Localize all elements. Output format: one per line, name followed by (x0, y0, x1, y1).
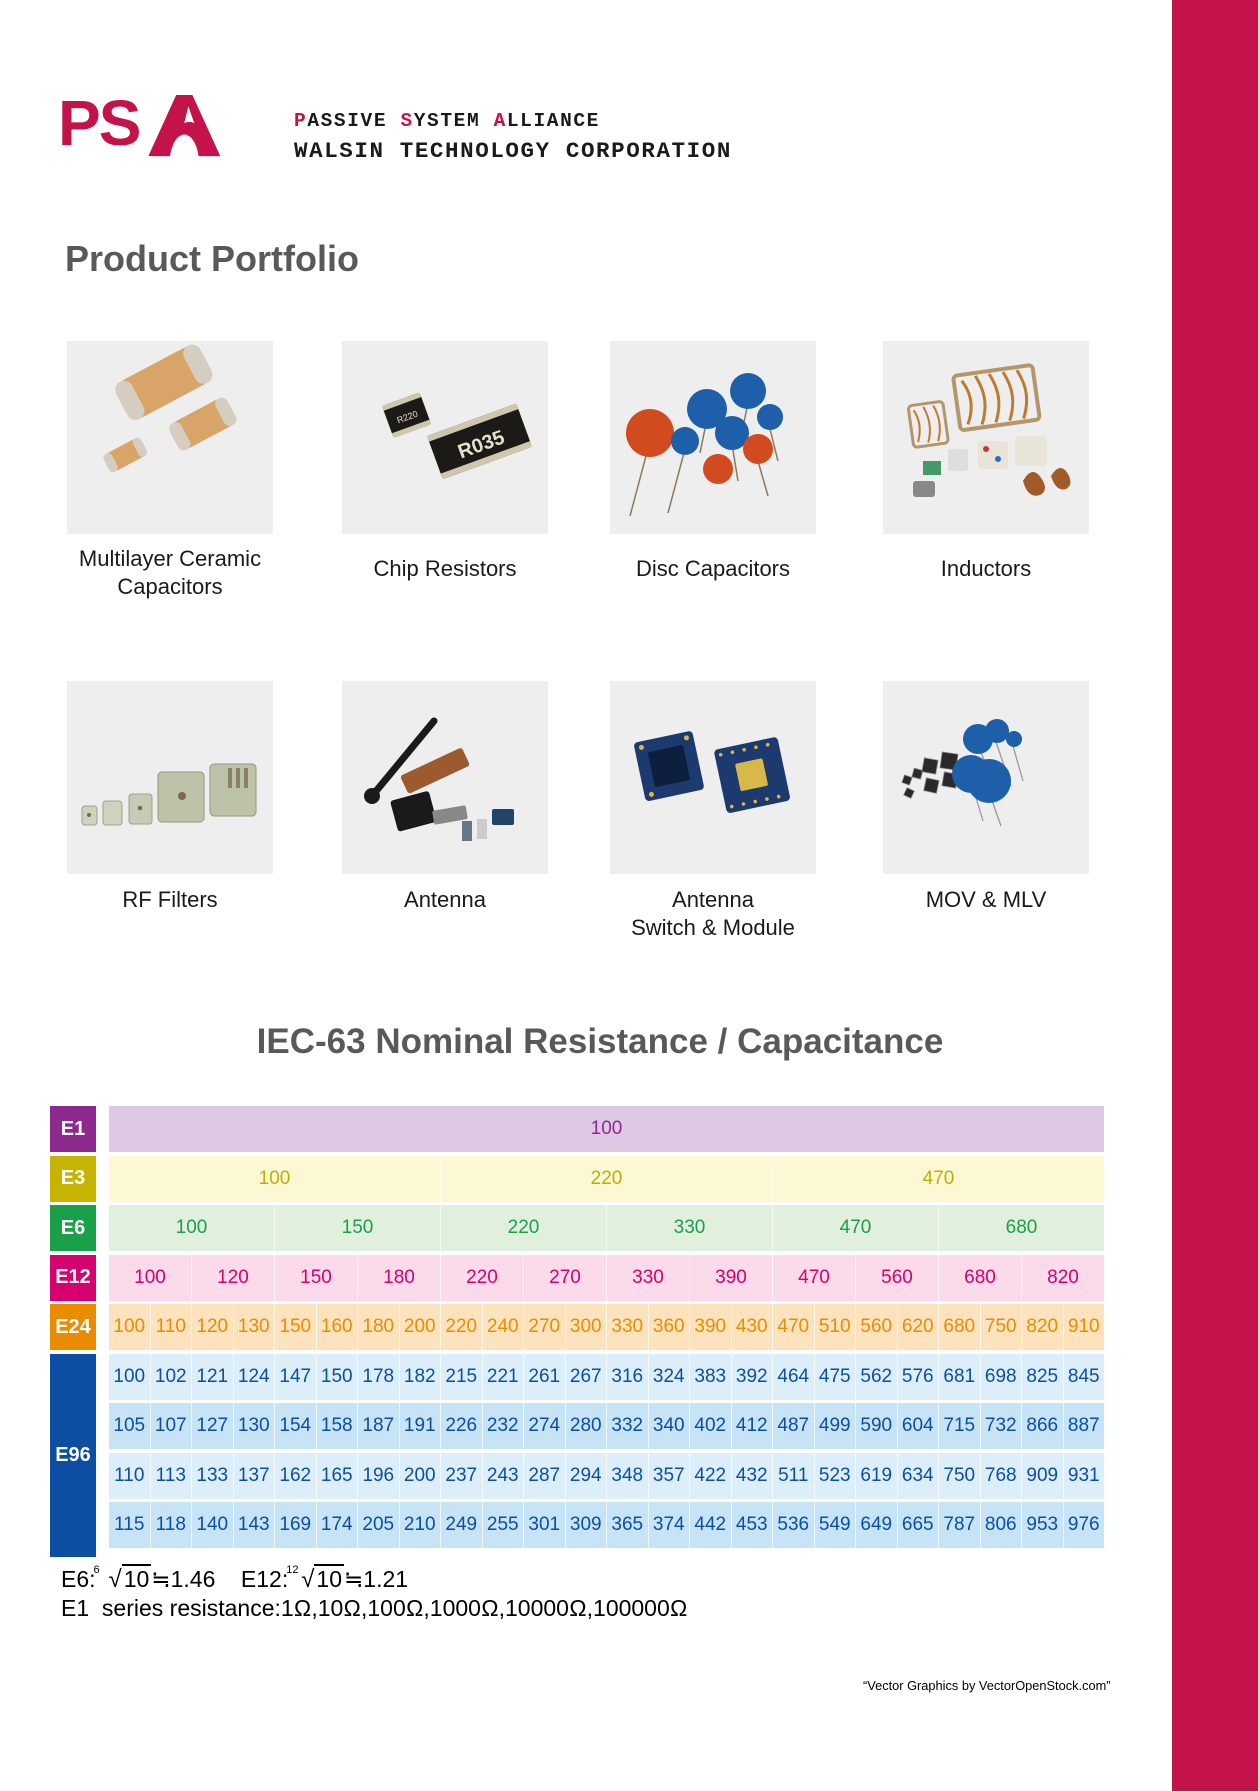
svg-text:PS: PS (62, 95, 140, 157)
